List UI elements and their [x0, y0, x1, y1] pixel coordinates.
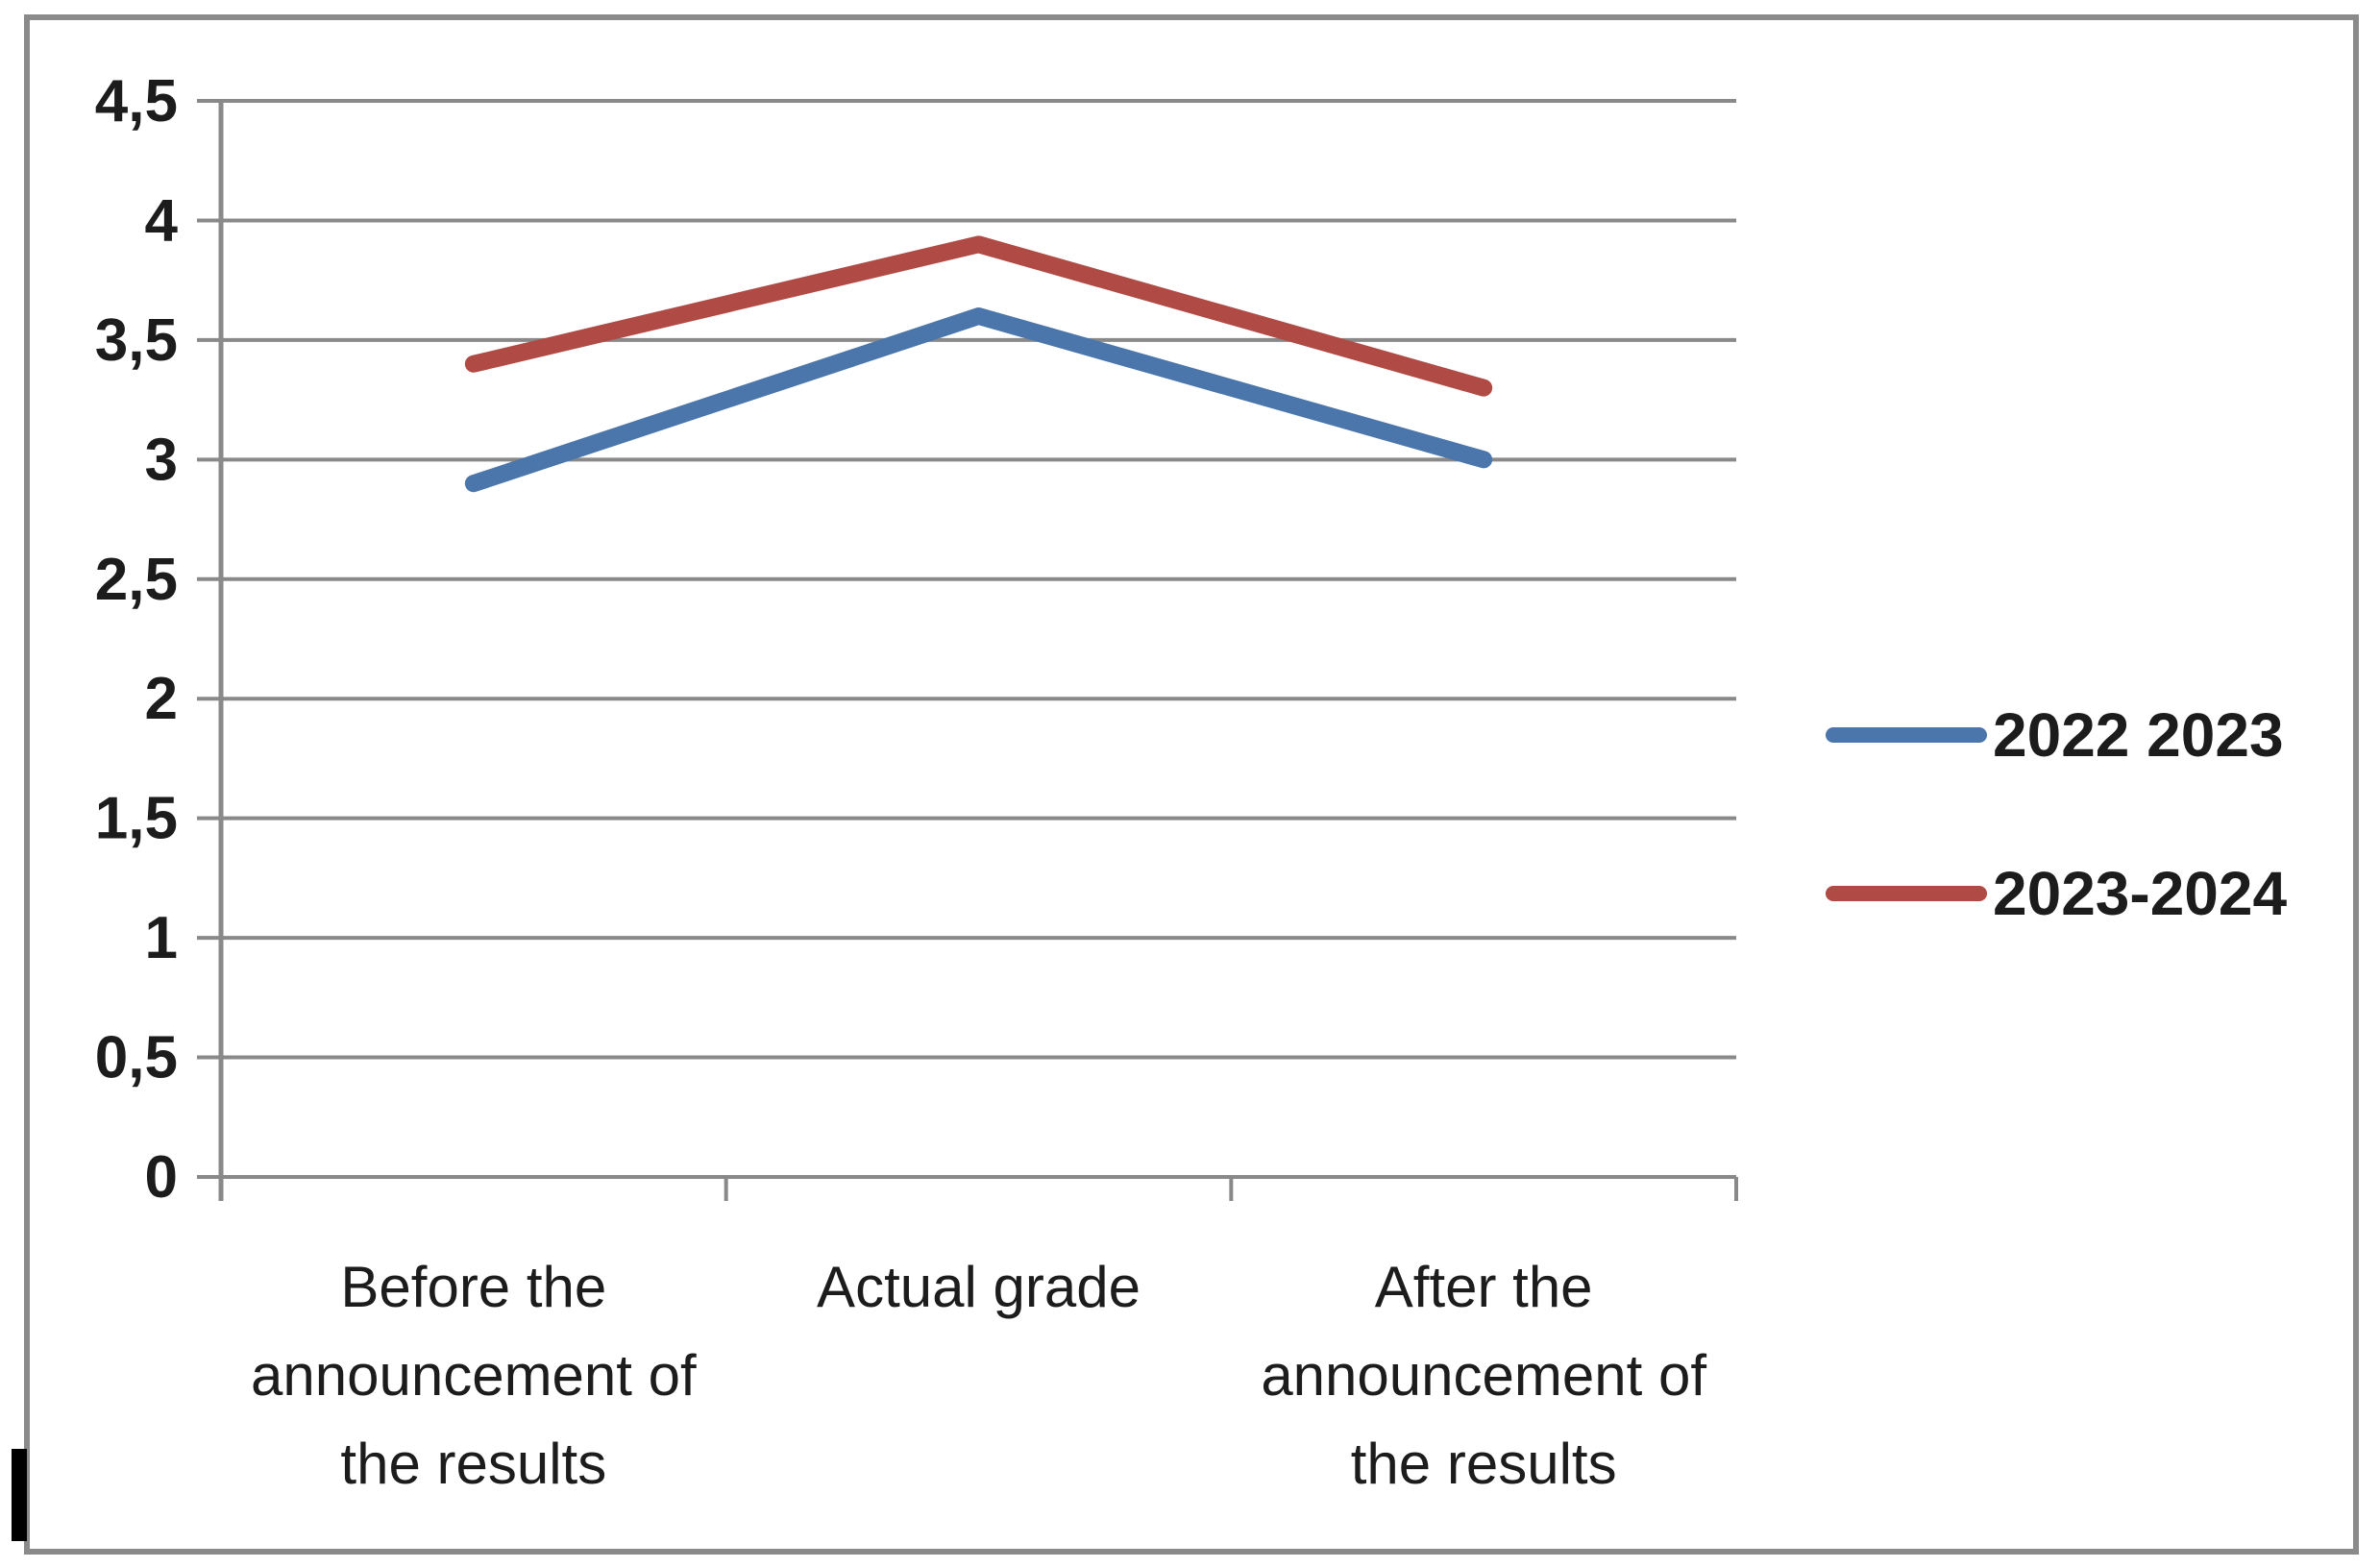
legend-label-2022-2023: 2022 2023 [1993, 700, 2284, 770]
text-cursor-artifact [12, 1449, 27, 1541]
x-category-label: announcement of [1261, 1343, 1706, 1408]
y-tick-label: 0,5 [95, 1025, 178, 1091]
series-line-2023-2024 [464, 235, 1493, 397]
x-category-label: Actual grade [817, 1255, 1141, 1319]
y-tick-label: 2,5 [95, 547, 178, 613]
chart-border [24, 14, 2359, 1555]
y-tick-label: 2 [145, 666, 178, 732]
x-category-label: Before the [340, 1255, 606, 1319]
y-tick-label: 4,5 [95, 68, 178, 135]
y-tick-label: 3 [145, 427, 178, 493]
series-line-2022-2023 [464, 307, 1493, 493]
y-tick-label: 0 [145, 1144, 178, 1211]
x-category-label: the results [1351, 1432, 1617, 1496]
y-tick-label: 4 [145, 187, 179, 254]
legend-label-2023-2024: 2023-2024 [1993, 859, 2287, 928]
y-tick-label: 1,5 [95, 786, 178, 852]
y-tick-label: 1 [145, 905, 178, 971]
x-category-label: announcement of [251, 1343, 697, 1408]
x-category-label: After the [1375, 1255, 1593, 1319]
x-category-label: the results [340, 1432, 606, 1496]
y-tick-label: 3,5 [95, 307, 178, 374]
